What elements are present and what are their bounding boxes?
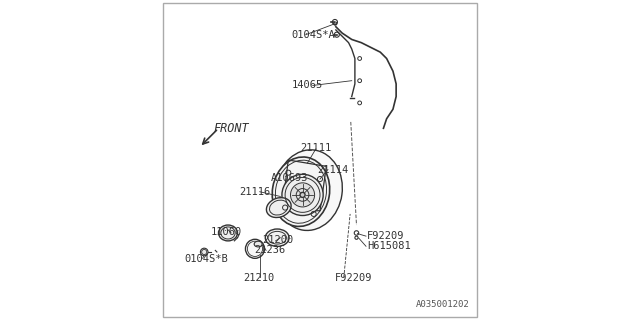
Text: 14065: 14065 [291,80,323,91]
Circle shape [300,192,305,197]
Text: 11060: 11060 [211,227,242,237]
Ellipse shape [254,241,262,247]
Text: 21210: 21210 [243,273,275,283]
Ellipse shape [266,198,291,218]
Text: 0104S*A: 0104S*A [291,30,335,40]
Text: F92209: F92209 [367,231,404,241]
Circle shape [282,174,323,215]
Ellipse shape [246,239,264,258]
Circle shape [200,248,208,256]
Text: 0104S*B: 0104S*B [184,254,228,264]
Text: A035001202: A035001202 [415,300,469,309]
Text: 21111: 21111 [300,143,332,153]
Text: A10693: A10693 [271,173,308,183]
Text: 21116: 21116 [239,187,270,197]
Ellipse shape [218,225,237,241]
Circle shape [291,183,315,207]
Text: H615081: H615081 [367,241,411,251]
Text: 21114: 21114 [317,165,348,175]
Text: 21236: 21236 [255,245,286,255]
Ellipse shape [272,157,330,227]
Text: FRONT: FRONT [214,122,250,135]
Ellipse shape [265,229,289,246]
Text: F92209: F92209 [335,273,372,283]
Ellipse shape [275,150,342,230]
Text: 21200: 21200 [262,235,294,245]
